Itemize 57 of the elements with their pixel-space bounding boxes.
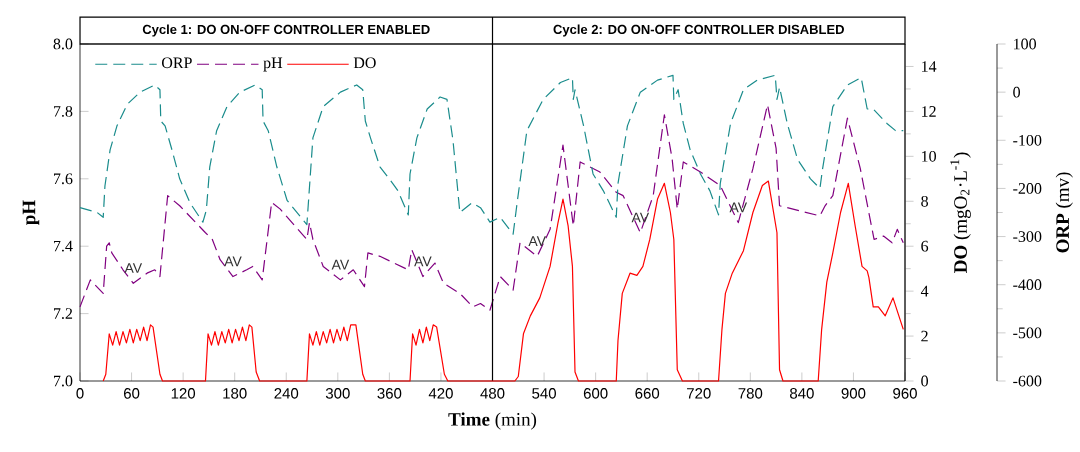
y-axis-title: pH	[22, 200, 40, 225]
x-tick-label: 240	[274, 388, 299, 399]
line-series	[102, 180, 904, 382]
x-tick-label: 840	[790, 388, 814, 399]
line-series	[79, 74, 904, 235]
y-tick-label: 7.4	[54, 240, 73, 252]
x-tick-label: 360	[377, 388, 402, 399]
x-tick-label: 720	[687, 388, 711, 399]
legend-label: ORP	[161, 57, 192, 69]
y2-tick-label: 12	[922, 106, 936, 117]
y3-tick-label: -500	[1013, 327, 1042, 339]
y2-axis-title: DO (mgO$_{2}$·L$^{-1}$)	[950, 152, 971, 273]
x-tick-label: 540	[532, 388, 556, 399]
x-tick-label: 420	[428, 388, 453, 399]
y3-tick-label: -100	[1013, 134, 1042, 146]
annotation: AV	[528, 236, 546, 246]
y3-tick-label: -600	[1013, 375, 1042, 387]
y2-tick-label: 10	[922, 150, 937, 162]
y-tick-label: 8.0	[53, 38, 73, 50]
text: Cycle 1: DO ON-OFF CONTROLLER ENABLED	[142, 24, 430, 37]
legend-label: pH	[263, 57, 283, 72]
y2-tick-label: 0	[921, 375, 929, 387]
y-tick-label: 7.0	[54, 375, 73, 387]
x-tick-label: 960	[893, 388, 917, 399]
x-tick-label: 0	[76, 388, 84, 399]
text: Cycle 2: DO ON-OFF CONTROLLER DISABLED	[553, 24, 844, 37]
y3-tick-label: -400	[1013, 279, 1042, 291]
legend-label: DO	[353, 57, 376, 69]
annotation: AV	[124, 263, 143, 273]
y-tick-label: 7.8	[54, 105, 73, 117]
y3-tick-label: -200	[1013, 183, 1042, 194]
y-tick-label: 7.2	[54, 308, 73, 319]
y2-tick-label: 4	[920, 285, 929, 297]
x-tick-label: 60	[123, 388, 140, 399]
y2-tick-label: 2	[921, 330, 928, 342]
x-tick-label: 120	[171, 388, 196, 399]
x-tick-label: 180	[223, 388, 247, 399]
x-tick-label: 480	[480, 388, 505, 399]
x-tick-label: 600	[583, 388, 608, 399]
y2-tick-label: 14	[922, 61, 937, 72]
y2-tick-label: 6	[921, 240, 929, 252]
y3-tick-label: 0	[1013, 86, 1021, 98]
y3-axis-title: ORP (mv)	[1055, 172, 1073, 253]
x-tick-label: 900	[841, 388, 866, 399]
annotation: AV	[224, 256, 242, 267]
y3-tick-label: -300	[1013, 231, 1042, 242]
y3-tick-label: 100	[1014, 38, 1037, 50]
y-tick-label: 7.6	[54, 173, 73, 185]
annotation: AV	[414, 256, 432, 267]
x-tick-label: 660	[635, 388, 660, 399]
annotation: AV	[631, 212, 650, 223]
x-tick-label: 300	[325, 388, 350, 399]
line-series	[79, 104, 904, 311]
y2-tick-label: 8	[921, 195, 929, 207]
x-axis-title: Time (min)	[448, 412, 537, 430]
x-tick-label: 780	[738, 388, 763, 399]
annotation: AV	[331, 259, 350, 270]
